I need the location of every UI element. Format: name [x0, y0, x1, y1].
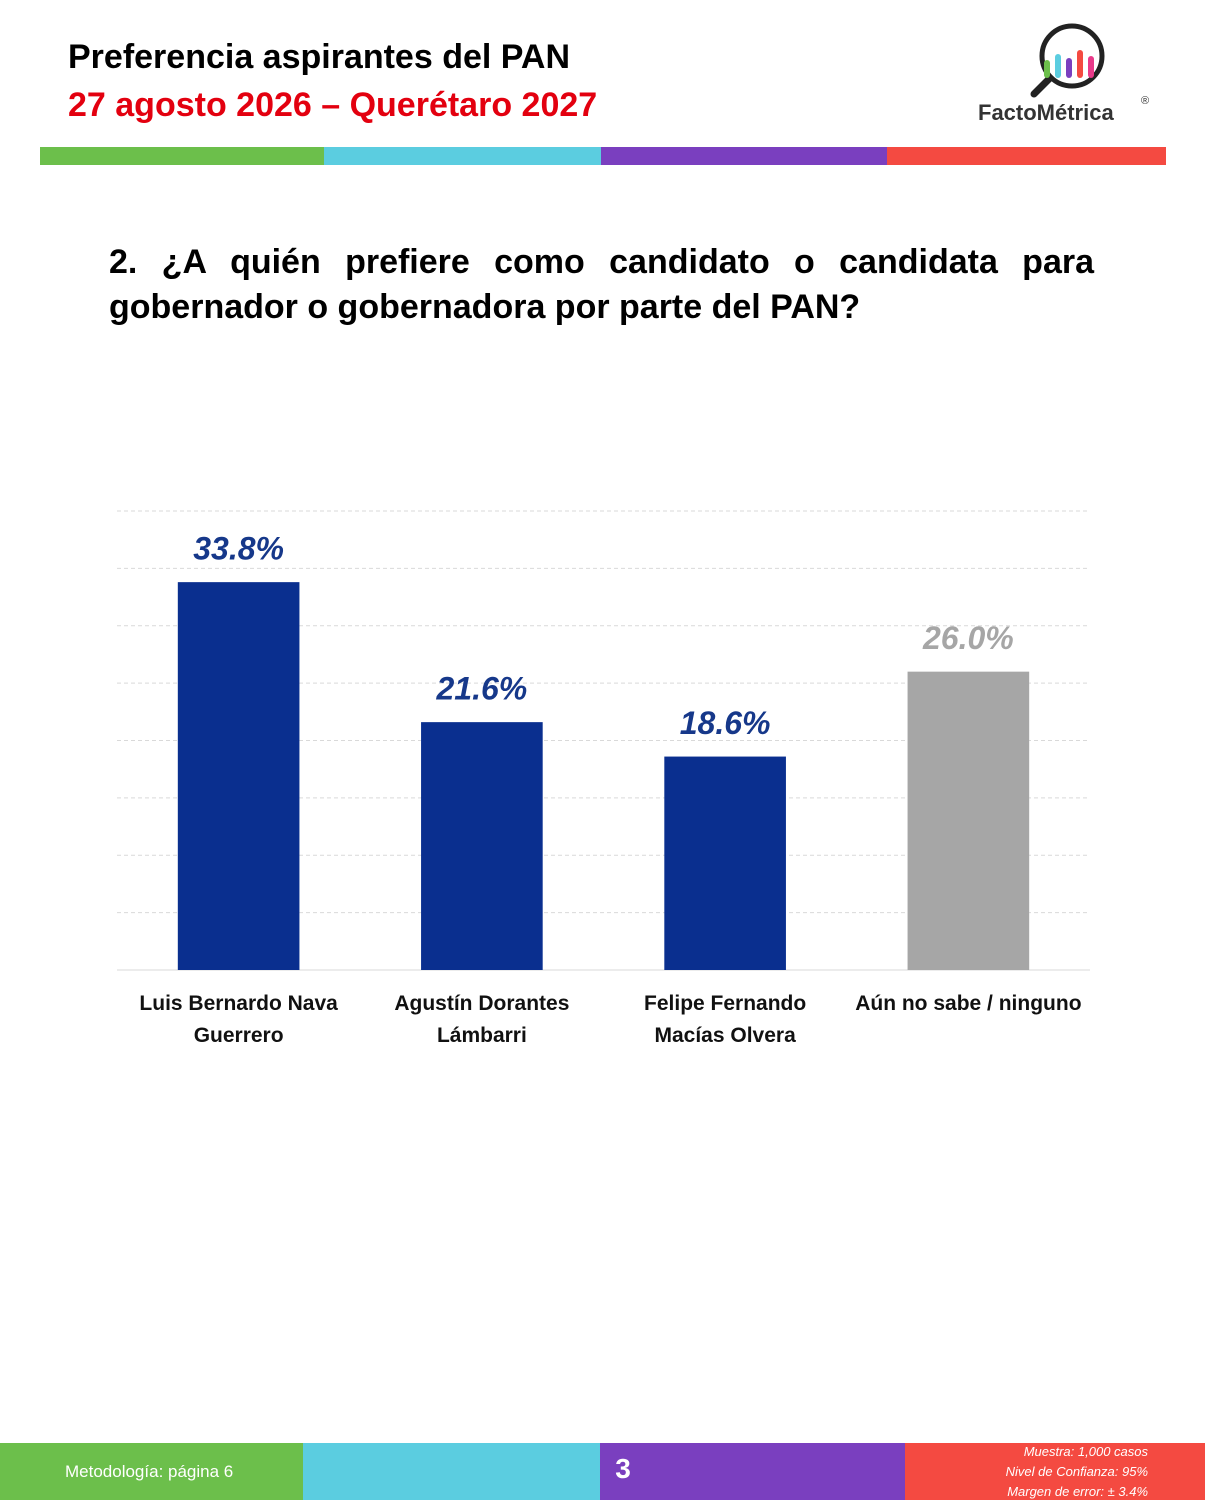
footer-block — [905, 1443, 1205, 1500]
title: Preferencia aspirantes del PAN — [68, 38, 571, 76]
question: 2. ¿A quién prefiere como candidato o ca… — [109, 243, 1094, 326]
stripe — [40, 147, 324, 165]
footer-block — [600, 1443, 905, 1500]
brand: FactoMétrica — [978, 100, 1114, 125]
category-label: Luis Bernardo Nava Guerrero — [139, 992, 338, 1047]
bar — [421, 722, 543, 970]
bar — [664, 756, 786, 970]
bar — [177, 582, 300, 970]
chart: 33.8% 21.6% 18.6% 26.0% — [117, 510, 1090, 971]
footnote: Nivel de Confianza: 95% — [1005, 1464, 1148, 1479]
data-label: 26.0% — [922, 620, 1014, 656]
stripe — [601, 147, 887, 165]
registered-mark: ® — [1141, 95, 1150, 107]
stripe — [887, 147, 1166, 165]
footer-block — [303, 1443, 600, 1500]
bar — [907, 671, 1030, 970]
stripe — [324, 147, 601, 165]
data-label: 18.6% — [680, 705, 771, 741]
footnote: Margen de error: ± 3.4% — [1007, 1484, 1148, 1499]
page-number: 3 — [615, 1453, 631, 1484]
methodology: Metodología: página 6 — [65, 1462, 234, 1481]
category-label: Agustín Dorantes Lámbarri — [394, 992, 570, 1047]
category-label: Felipe Fernando Macías Olvera — [644, 992, 807, 1047]
category-label: Aún no sabe / ninguno — [855, 992, 1082, 1015]
data-label: 33.8% — [193, 531, 284, 567]
footnote: Muestra: 1,000 casos — [1023, 1444, 1148, 1459]
subtitle: 27 agosto 2026 – Querétaro 2027 — [68, 86, 598, 124]
data-label: 21.6% — [436, 671, 528, 707]
logo-icon — [1030, 23, 1105, 98]
footer-block — [0, 1443, 303, 1500]
